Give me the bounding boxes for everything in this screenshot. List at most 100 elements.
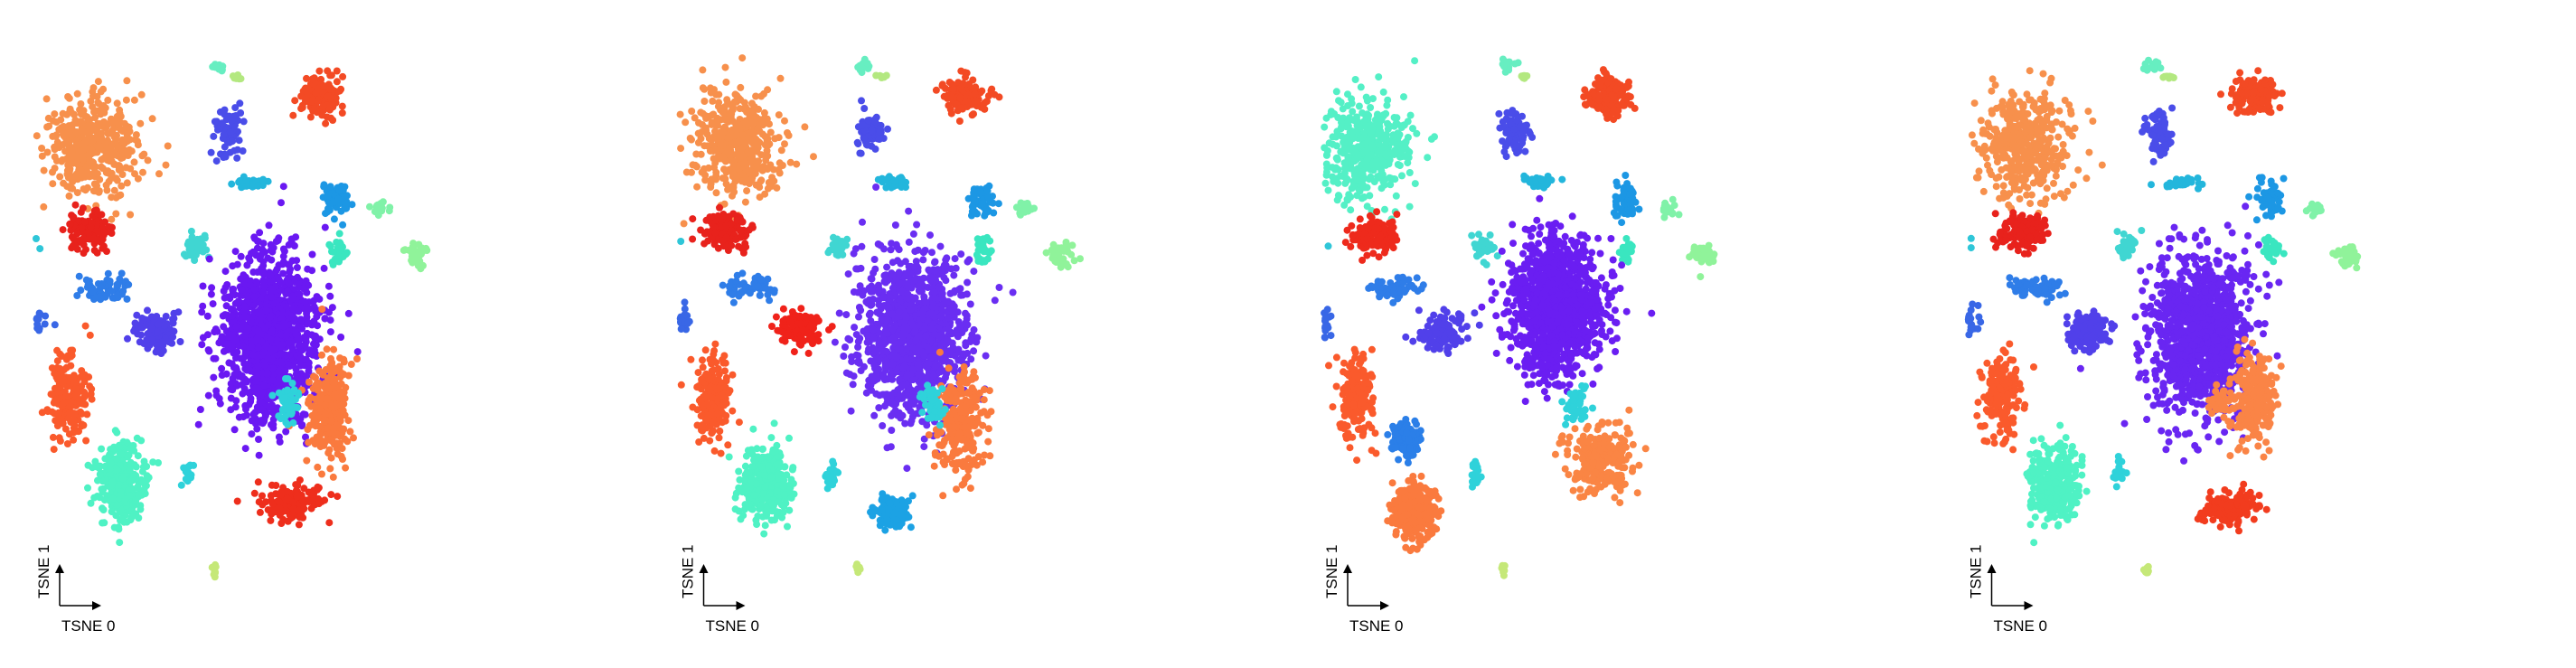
point <box>680 220 688 228</box>
point <box>743 187 751 195</box>
point <box>695 118 702 127</box>
point <box>300 285 307 293</box>
point <box>297 92 306 100</box>
point <box>237 75 245 83</box>
point <box>306 113 315 121</box>
point <box>412 258 420 266</box>
point <box>350 434 357 442</box>
point <box>36 310 44 318</box>
point <box>701 346 710 354</box>
point <box>240 118 248 126</box>
point <box>51 321 59 329</box>
point <box>106 278 114 285</box>
point <box>745 166 753 174</box>
point <box>287 514 295 522</box>
point <box>53 422 61 429</box>
point <box>59 109 67 118</box>
point <box>126 146 134 154</box>
point <box>240 303 249 311</box>
point <box>69 121 77 129</box>
point <box>308 75 316 83</box>
point <box>932 86 940 94</box>
point <box>767 434 776 442</box>
point <box>118 515 127 523</box>
point <box>51 110 59 118</box>
point <box>322 119 330 127</box>
point <box>320 264 328 272</box>
point <box>65 167 73 175</box>
point <box>210 132 218 140</box>
cluster-c_red_top <box>59 201 116 257</box>
point <box>753 165 761 174</box>
point <box>752 114 760 121</box>
point <box>204 391 212 400</box>
point <box>763 142 771 149</box>
point <box>258 399 265 406</box>
point <box>87 390 95 398</box>
point <box>863 141 871 149</box>
point <box>759 163 767 171</box>
point <box>107 458 115 466</box>
point <box>244 292 252 300</box>
point <box>223 340 230 348</box>
point <box>325 240 334 249</box>
point <box>120 139 128 147</box>
point <box>276 504 284 513</box>
point <box>711 121 719 129</box>
cluster-c_blue_top_small <box>207 99 248 165</box>
point <box>233 260 241 268</box>
point <box>767 474 776 481</box>
point <box>35 325 43 333</box>
point <box>71 201 80 209</box>
cluster-c_orange_top <box>676 54 817 230</box>
point <box>742 243 750 251</box>
y-axis-label: TSNE 1 <box>35 544 52 598</box>
point <box>703 400 711 408</box>
point <box>296 513 304 521</box>
point <box>194 420 202 428</box>
point <box>67 353 75 361</box>
point <box>283 488 291 495</box>
point <box>137 437 146 445</box>
point <box>89 134 97 142</box>
point <box>788 322 796 330</box>
point <box>335 186 343 194</box>
point <box>268 293 276 301</box>
point <box>134 452 142 460</box>
point <box>268 506 276 514</box>
x-arrowhead <box>92 601 101 610</box>
point <box>741 158 749 166</box>
cluster-c_cyan_bottom_small <box>177 461 198 489</box>
point <box>386 203 394 212</box>
point <box>40 166 48 174</box>
point <box>298 421 306 428</box>
point <box>286 403 294 411</box>
point <box>69 178 77 186</box>
point <box>126 492 134 500</box>
point <box>703 142 711 150</box>
point <box>239 147 247 155</box>
point <box>702 370 710 378</box>
point <box>136 119 145 127</box>
point <box>99 242 108 250</box>
point <box>316 392 324 400</box>
point <box>285 339 293 347</box>
point <box>127 476 136 485</box>
point <box>725 282 733 290</box>
point <box>108 127 117 134</box>
point <box>725 212 733 221</box>
point <box>775 111 783 119</box>
point <box>681 310 689 318</box>
point <box>49 180 57 188</box>
point <box>320 181 328 189</box>
point <box>38 145 46 152</box>
point <box>95 187 103 195</box>
point <box>248 430 256 438</box>
point <box>114 291 121 299</box>
point <box>240 271 248 279</box>
point <box>676 110 684 118</box>
point <box>94 476 101 485</box>
point <box>737 227 744 235</box>
point <box>333 239 341 246</box>
